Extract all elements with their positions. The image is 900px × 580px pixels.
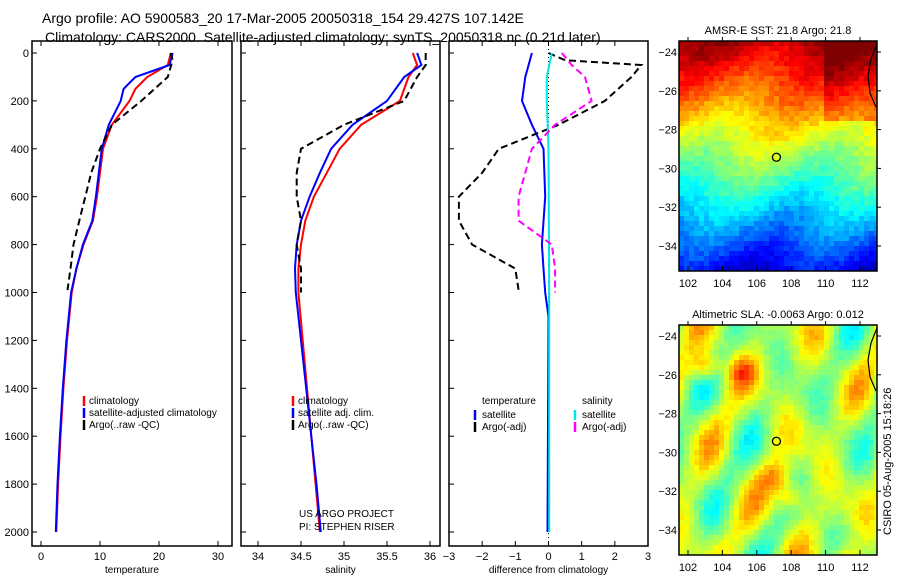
timestamp-label: CSIRO 05-Aug-2005 15:18:26 bbox=[882, 387, 894, 535]
x-axis-label: temperature bbox=[105, 565, 159, 576]
legend-label: Argo(..raw -QC) bbox=[298, 420, 369, 431]
series-line-salinity-satellite bbox=[545, 52, 553, 532]
legend-label: satellite-adjusted climatology bbox=[89, 408, 217, 419]
x-tick-label: 34 bbox=[252, 551, 264, 563]
y-tick-label: 600 bbox=[11, 192, 29, 204]
map-y-tick-label: −32 bbox=[658, 202, 677, 214]
map-x-tick-label: 106 bbox=[748, 278, 766, 290]
map-title: AMSR-E SST: 21.8 Argo: 21.8 bbox=[705, 25, 852, 37]
map-x-tick-label: 112 bbox=[851, 562, 869, 574]
project-annotation: US ARGO PROJECT bbox=[299, 509, 394, 520]
x-tick-label: 35.5 bbox=[376, 551, 397, 563]
map-y-tick-label: −24 bbox=[658, 47, 677, 59]
series-line-satellite-adj-clim- bbox=[293, 52, 423, 533]
x-tick-label: 3 bbox=[645, 551, 651, 563]
y-tick-label: 1600 bbox=[5, 431, 29, 443]
map-x-tick-label: 106 bbox=[748, 562, 766, 574]
x-tick-label: 20 bbox=[153, 551, 165, 563]
y-tick-label: 1200 bbox=[5, 335, 29, 347]
series-line-argo-raw-qc- bbox=[295, 53, 427, 293]
legend-label: Argo(-adj) bbox=[582, 422, 626, 433]
x-tick-label: −2 bbox=[476, 551, 489, 563]
y-tick-label: 0 bbox=[23, 48, 29, 60]
x-tick-label: 34.5 bbox=[290, 551, 311, 563]
map-x-tick-label: 104 bbox=[713, 278, 731, 290]
plot-frame bbox=[240, 40, 441, 547]
y-tick-label: 1800 bbox=[5, 479, 29, 491]
x-tick-label: 35 bbox=[338, 551, 350, 563]
map-y-tick-label: −30 bbox=[658, 447, 677, 459]
series-line-temperature-argo-adj- bbox=[457, 52, 644, 291]
sst-map-axes: AMSR-E SST: 21.8 Argo: 21.8 102 104 106 108 1… bbox=[658, 25, 881, 290]
y-tick-label: 200 bbox=[11, 96, 29, 108]
profile-panel-2: −3 −2 −1 0 1 2 3 difference from climatology tem… bbox=[443, 40, 651, 576]
series-line-salinity-argo-adj- bbox=[517, 52, 593, 293]
series-line-argo-raw-qc- bbox=[66, 52, 174, 291]
x-tick-label: 36 bbox=[424, 551, 436, 563]
argo-location-marker bbox=[771, 436, 782, 446]
project-annotation: PI: STEPHEN RISER bbox=[299, 522, 395, 533]
figure-title-line1: Argo profile: AO 5900583_20 17-Mar-2005 … bbox=[42, 10, 524, 26]
x-tick-label: 0 bbox=[38, 551, 44, 563]
map-y-tick-label: −32 bbox=[658, 486, 677, 498]
legend-label: Argo(-adj) bbox=[482, 422, 526, 433]
map-x-tick-label: 110 bbox=[817, 562, 835, 574]
legend-label: Argo(..raw -QC) bbox=[89, 420, 160, 431]
y-tick-label: 1400 bbox=[5, 383, 29, 395]
legend-group-title: salinity bbox=[582, 396, 613, 407]
map-y-tick-label: −26 bbox=[658, 370, 677, 382]
series-line-satellite-adjusted-climatology bbox=[54, 52, 174, 533]
x-tick-label: −1 bbox=[509, 551, 522, 563]
sst-map bbox=[679, 41, 877, 271]
plot-frame bbox=[31, 40, 233, 547]
map-frame bbox=[678, 324, 878, 556]
map-title: Altimetric SLA: -0.0063 Argo: 0.012 bbox=[692, 309, 864, 321]
x-tick-label: 10 bbox=[94, 551, 106, 563]
map-y-tick-label: −28 bbox=[658, 409, 677, 421]
map-y-tick-label: −28 bbox=[658, 125, 677, 137]
y-tick-label: 400 bbox=[11, 144, 29, 156]
legend-group-title: temperature bbox=[482, 396, 536, 407]
map-y-tick-label: −34 bbox=[658, 241, 677, 253]
legend-label: satellite adj. clim. bbox=[298, 408, 374, 419]
legend-label: climatology bbox=[89, 396, 139, 407]
argo-location-marker bbox=[771, 152, 782, 162]
map-x-tick-label: 104 bbox=[713, 562, 731, 574]
map-x-tick-label: 112 bbox=[851, 278, 869, 290]
coastline bbox=[867, 327, 878, 392]
map-y-tick-label: −24 bbox=[658, 331, 677, 343]
map-y-tick-label: −30 bbox=[658, 163, 677, 175]
map-x-tick-label: 110 bbox=[817, 278, 835, 290]
y-tick-label: 1000 bbox=[5, 288, 29, 300]
legend-label: climatology bbox=[298, 396, 348, 407]
x-tick-label: 0 bbox=[545, 551, 551, 563]
x-tick-label: 30 bbox=[212, 551, 224, 563]
x-tick-label: 1 bbox=[579, 551, 585, 563]
map-x-tick-label: 108 bbox=[782, 562, 800, 574]
profile-panel-1: 34 34.5 35 35.5 36 salinity climatologysatelli… bbox=[240, 40, 441, 576]
map-frame bbox=[678, 40, 878, 272]
legend-label: satellite bbox=[482, 410, 516, 421]
coastline bbox=[867, 43, 878, 108]
map-x-tick-label: 102 bbox=[679, 562, 697, 574]
map-x-tick-label: 108 bbox=[782, 278, 800, 290]
map-y-tick-label: −26 bbox=[658, 86, 677, 98]
profile-panel-0: 0 10 20 30 temperature 0 200 400 600 800 1000 1200 1… bbox=[5, 40, 233, 576]
legend-label: satellite bbox=[582, 410, 616, 421]
x-axis-label: difference from climatology bbox=[489, 565, 608, 576]
sla-map bbox=[679, 325, 877, 555]
series-line-temperature-satellite bbox=[520, 52, 550, 533]
sla-map-axes: Altimetric SLA: -0.0063 Argo: 0.012 102 10… bbox=[658, 309, 881, 574]
y-tick-label: 2000 bbox=[5, 527, 29, 539]
y-tick-label: 800 bbox=[11, 240, 29, 252]
map-y-tick-label: −34 bbox=[658, 525, 677, 537]
x-axis-label: salinity bbox=[325, 565, 356, 576]
map-x-tick-label: 102 bbox=[679, 278, 697, 290]
x-tick-label: 2 bbox=[612, 551, 618, 563]
x-tick-label: −3 bbox=[443, 551, 456, 563]
